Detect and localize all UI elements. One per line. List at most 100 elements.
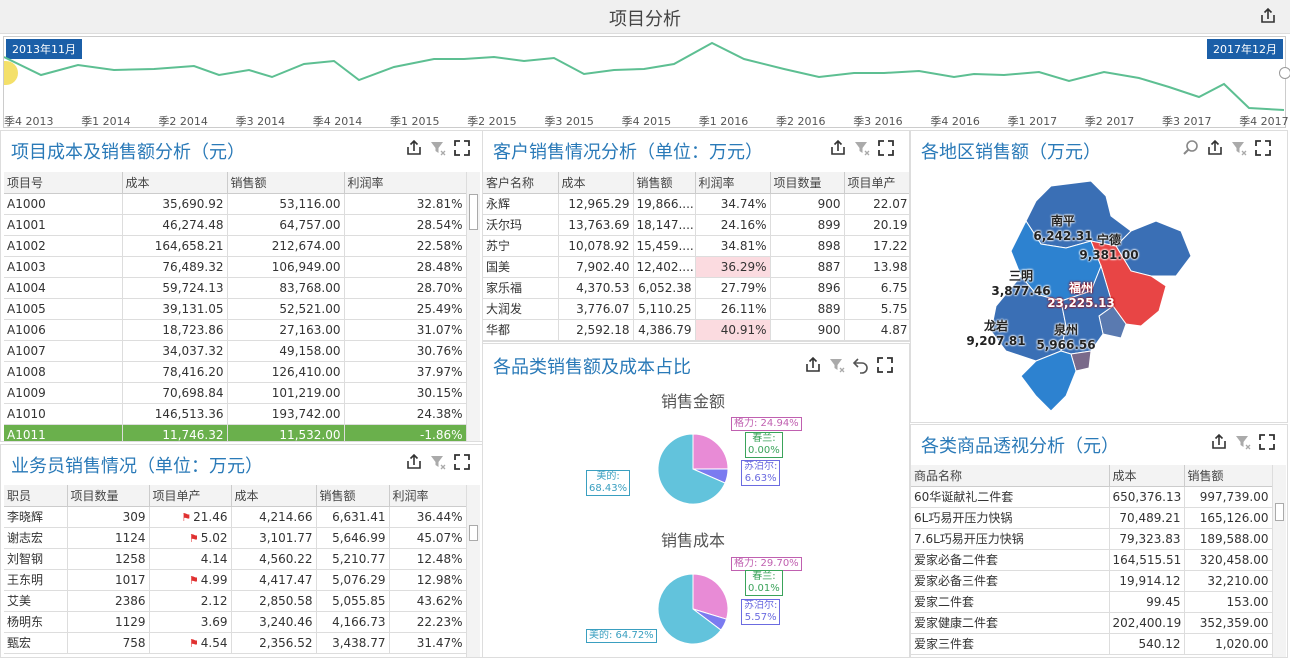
column-header[interactable]: 商品名称 [911, 465, 1110, 487]
table-row[interactable]: 王东明 1017 ⚑ 4.99 4,417.47 5,076.29 12.98% [4, 569, 467, 591]
clear-filter-icon[interactable] [429, 139, 447, 157]
pie-slice-美的[interactable] [657, 573, 722, 645]
scroll-thumb[interactable] [1275, 503, 1284, 521]
table-row[interactable]: A1005 39,131.05 52,521.00 25.49% [4, 298, 467, 320]
table-row[interactable]: A1011 11,746.32 11,532.00 -1.86% [4, 424, 467, 441]
export-icon[interactable] [1210, 433, 1228, 451]
table-row[interactable]: 爱家健康二件套 202,400.19 352,359.00 [911, 612, 1273, 634]
cell-value: 20.19 [873, 217, 908, 232]
table-row[interactable]: 大润发 3,776.07 5,110.25 26.11% 889 5.75 [483, 298, 909, 320]
cost-table-scrollbar[interactable] [466, 172, 480, 441]
table-row[interactable]: 苏宁 10,078.92 15,459.... 34.81% 898 17.22 [483, 235, 909, 257]
export-icon[interactable] [405, 453, 423, 471]
table-row[interactable]: A1008 78,416.20 126,410.00 37.97% [4, 361, 467, 383]
column-header[interactable]: 项目号 [4, 172, 123, 194]
table-row[interactable]: A1007 34,037.32 49,158.00 30.76% [4, 340, 467, 362]
time-range-selector[interactable]: 2013年11月 2017年12月 季4 2013 季1 2014 季2 2014 季… [3, 36, 1290, 128]
column-header[interactable]: 客户名称 [483, 172, 559, 194]
map-label: 龙岩 9,207.81 [956, 319, 1036, 349]
export-icon[interactable] [1259, 7, 1277, 25]
column-header[interactable]: 利润率 [695, 172, 771, 194]
table-row[interactable]: A1001 46,274.48 64,757.00 28.54% [4, 214, 467, 236]
clear-filter-icon[interactable] [429, 453, 447, 471]
cell-value: A1009 [7, 385, 46, 400]
column-header[interactable]: 项目单产 [844, 172, 909, 194]
table-row[interactable]: 艾美 2386 2.12 2,850.58 5,055.85 43.62% [4, 590, 467, 612]
fullscreen-icon[interactable] [1254, 139, 1272, 157]
column-header[interactable]: 成本 [558, 172, 634, 194]
table-row[interactable]: 刘智钢 1258 4.14 4,560.22 5,210.77 12.48% [4, 548, 467, 570]
table-row[interactable]: 杨明东 1129 3.69 3,240.46 4,166.73 22.23% [4, 611, 467, 633]
scroll-thumb[interactable] [469, 194, 478, 230]
table-row[interactable]: 永辉 12,965.29 19,866.... 34.74% 900 22.07 [483, 193, 909, 215]
table-row[interactable]: A1006 18,723.86 27,163.00 31.07% [4, 319, 467, 341]
table-row[interactable]: A1003 76,489.32 106,949.00 28.48% [4, 256, 467, 278]
table-row[interactable]: A1002 164,658.21 212,674.00 22.58% [4, 235, 467, 257]
column-header[interactable]: 销售额 [1184, 465, 1273, 487]
fullscreen-icon[interactable] [453, 139, 471, 157]
table-row[interactable]: 国美 7,902.40 12,402.... 36.29% 887 13.98 [483, 256, 909, 278]
pie-slice-格力[interactable] [692, 433, 729, 470]
table-row[interactable]: A1004 59,724.13 83,768.00 28.70% [4, 277, 467, 299]
scroll-thumb[interactable] [469, 525, 478, 541]
cell-value: 52,521.00 [279, 301, 341, 316]
table-row[interactable]: A1009 70,698.84 101,219.00 30.15% [4, 382, 467, 404]
cell-value: 王东明 [7, 573, 44, 587]
cell-value: 34,037.32 [162, 343, 224, 358]
table-row[interactable]: 家乐福 4,370.53 6,052.38 27.79% 896 6.75 [483, 277, 909, 299]
zoom-icon[interactable] [1182, 139, 1200, 157]
cell-value: 28.48% [416, 259, 463, 274]
column-header[interactable]: 成本 [231, 485, 317, 507]
table-cell: A1004 [4, 277, 123, 299]
fullscreen-icon[interactable] [876, 356, 894, 374]
clear-filter-icon[interactable] [828, 356, 846, 374]
fujian-map[interactable] [981, 176, 1201, 416]
table-row[interactable]: 华都 2,592.18 4,386.79 40.91% 900 4.87 [483, 319, 909, 341]
export-icon[interactable] [804, 356, 822, 374]
table-row[interactable]: 爱家三件套 540.12 1,020.00 [911, 633, 1273, 655]
clear-filter-icon[interactable] [853, 139, 871, 157]
table-row[interactable]: 爱家必备三件套 19,914.12 32,210.00 [911, 570, 1273, 592]
column-header[interactable]: 销售额 [633, 172, 696, 194]
table-row[interactable]: 60华诞献礼二件套 650,376.13 997,739.00 [911, 486, 1273, 508]
clear-filter-icon[interactable] [1234, 433, 1252, 451]
column-header[interactable]: 职员 [4, 485, 68, 507]
range-handle-right[interactable] [1279, 67, 1290, 79]
fullscreen-icon[interactable] [453, 453, 471, 471]
table-row[interactable]: 爱家必备二件套 164,515.51 320,458.00 [911, 549, 1273, 571]
table-row[interactable]: A1010 146,513.36 193,742.00 24.38% [4, 403, 467, 425]
undo-icon[interactable] [852, 356, 870, 374]
export-icon[interactable] [405, 139, 423, 157]
fullscreen-icon[interactable] [877, 139, 895, 157]
sales-table-scrollbar[interactable] [466, 485, 480, 657]
table-row[interactable]: 7.6L巧易开压力快锅 79,323.83 189,588.00 [911, 528, 1273, 550]
cell-value: 165,126.00 [1199, 510, 1269, 525]
export-icon[interactable] [1206, 139, 1224, 157]
table-row[interactable]: 沃尔玛 13,763.69 18,147.... 24.16% 899 20.19 [483, 214, 909, 236]
fullscreen-icon[interactable] [1258, 433, 1276, 451]
pie-slice-美的[interactable] [657, 433, 726, 505]
table-row[interactable]: 谢志宏 1124 ⚑ 5.02 3,101.77 5,646.99 45.07% [4, 527, 467, 549]
column-header[interactable]: 项目数量 [770, 172, 845, 194]
table-row[interactable]: 爱家二件套 99.45 153.00 [911, 591, 1273, 613]
column-header[interactable]: 项目单产 [149, 485, 232, 507]
pie-slice-格力[interactable] [692, 573, 729, 620]
clear-filter-icon[interactable] [1230, 139, 1248, 157]
cell-value: 18,723.86 [162, 322, 224, 337]
table-row[interactable]: 李晓辉 309 ⚑ 21.46 4,214.66 6,631.41 36.44% [4, 506, 467, 528]
column-header[interactable]: 利润率 [389, 485, 467, 507]
column-header[interactable]: 销售额 [316, 485, 390, 507]
table-row[interactable]: 甄宏 758 ⚑ 4.54 2,356.52 3,438.77 31.47% [4, 632, 467, 654]
table-row[interactable]: A1000 35,690.92 53,116.00 32.81% [4, 193, 467, 215]
goods-table-scrollbar[interactable] [1272, 465, 1286, 657]
column-header[interactable]: 项目数量 [67, 485, 150, 507]
cell-value: 4,370.53 [576, 280, 630, 295]
export-icon[interactable] [829, 139, 847, 157]
column-header[interactable]: 成本 [1109, 465, 1185, 487]
cell-value: 28.70% [416, 280, 463, 295]
column-header[interactable]: 利润率 [344, 172, 467, 194]
column-header[interactable]: 成本 [122, 172, 228, 194]
column-header[interactable]: 销售额 [227, 172, 345, 194]
table-row[interactable]: 6L巧易开压力快锅 70,489.21 165,126.00 [911, 507, 1273, 529]
range-handle-left[interactable] [4, 61, 18, 85]
